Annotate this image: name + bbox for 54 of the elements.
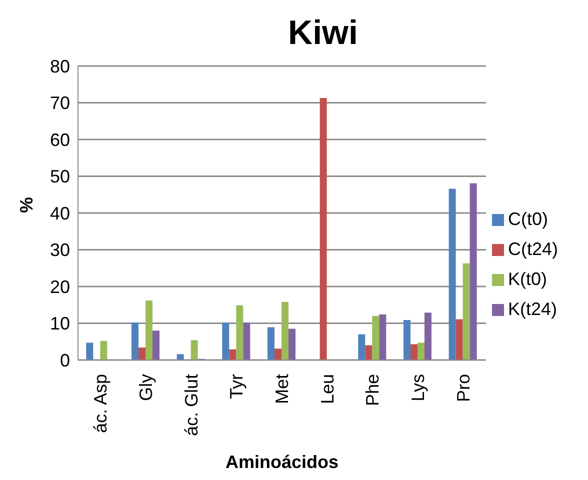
legend-label: C(t0) bbox=[508, 209, 548, 229]
legend-label: C(t24) bbox=[508, 239, 558, 259]
y-tick-label: 0 bbox=[60, 350, 70, 370]
bar bbox=[138, 348, 146, 360]
bar bbox=[372, 316, 380, 360]
bar bbox=[131, 322, 138, 360]
bar bbox=[462, 263, 470, 360]
bar bbox=[470, 183, 477, 360]
legend-label: K(t0) bbox=[508, 269, 547, 289]
x-tick-label: Pro bbox=[453, 374, 474, 402]
y-tick-label: 30 bbox=[50, 240, 70, 260]
bar bbox=[229, 349, 236, 360]
y-tick-label: 70 bbox=[50, 93, 70, 114]
x-axis-title: Aminoácidos bbox=[225, 452, 339, 472]
bar bbox=[410, 344, 418, 360]
bar bbox=[243, 322, 250, 360]
bar bbox=[176, 354, 184, 360]
bar bbox=[358, 334, 366, 360]
legend-label: K(t24) bbox=[508, 299, 558, 319]
y-tick-label: 50 bbox=[50, 166, 70, 187]
bar bbox=[281, 302, 288, 360]
bar bbox=[288, 328, 296, 360]
y-tick-label: 60 bbox=[50, 130, 70, 150]
chart-title: Kiwi bbox=[287, 13, 359, 54]
bar bbox=[320, 98, 327, 360]
x-tick-label: Gly bbox=[136, 374, 156, 401]
bar bbox=[274, 348, 282, 360]
x-tick-label: Met bbox=[272, 374, 292, 404]
bar bbox=[190, 340, 198, 360]
bar bbox=[152, 330, 160, 360]
y-tick-label: 80 bbox=[50, 56, 70, 76]
bar bbox=[417, 342, 424, 360]
x-tick-label: ác. Asp bbox=[90, 374, 111, 434]
bar bbox=[267, 327, 274, 360]
x-tick-label: Lys bbox=[408, 374, 428, 402]
x-tick-label: Tyr bbox=[226, 374, 247, 399]
x-tick-label: ác. Glut bbox=[181, 374, 202, 436]
bar bbox=[403, 320, 410, 360]
x-tick-label: Phe bbox=[362, 374, 383, 406]
y-axis-title: % bbox=[16, 196, 36, 213]
bar bbox=[379, 314, 386, 360]
bar bbox=[100, 340, 108, 360]
bar bbox=[222, 322, 230, 360]
bar bbox=[365, 345, 372, 360]
bar bbox=[236, 305, 244, 360]
bar bbox=[86, 342, 94, 360]
y-tick-label: 10 bbox=[50, 314, 70, 334]
bar bbox=[456, 319, 463, 360]
bar bbox=[448, 188, 456, 360]
y-tick-label: 20 bbox=[50, 276, 70, 297]
x-tick-label: Leu bbox=[317, 374, 338, 404]
y-tick-label: 40 bbox=[50, 203, 70, 224]
bar bbox=[424, 312, 432, 360]
bar bbox=[145, 300, 152, 360]
